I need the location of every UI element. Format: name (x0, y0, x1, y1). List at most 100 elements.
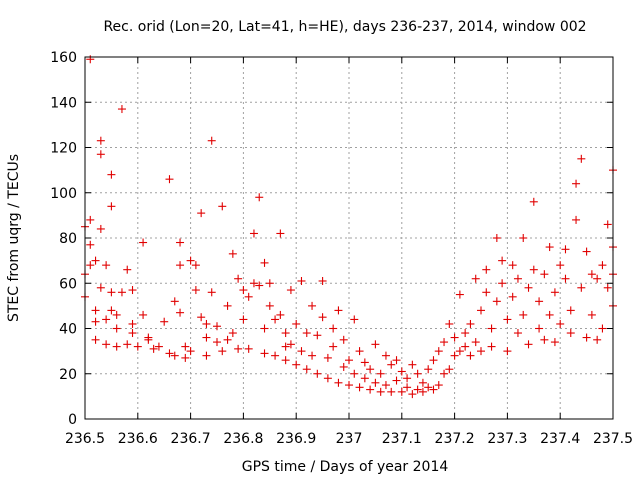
data-point-plus-marker (598, 261, 607, 270)
data-point-plus-marker (345, 356, 353, 365)
data-point-plus-marker (577, 283, 586, 292)
x-tick-label: 237.1 (382, 431, 422, 447)
data-point-plus-marker (387, 387, 396, 396)
data-point-plus-marker (492, 297, 501, 306)
data-point-plus-marker (318, 313, 327, 322)
x-tick-label: 236.6 (118, 431, 158, 447)
data-point-plus-marker (408, 390, 417, 399)
y-tick-label: 140 (50, 95, 77, 111)
data-point-plus-marker (223, 301, 232, 310)
data-point-plus-marker (234, 344, 243, 353)
data-point-plus-marker (186, 256, 195, 265)
data-point-plus-marker (572, 179, 581, 188)
data-point-plus-marker (561, 274, 570, 283)
y-tick-label: 120 (50, 141, 77, 157)
data-point-plus-marker (223, 335, 232, 344)
data-point-plus-marker (239, 315, 248, 324)
data-point-plus-marker (281, 329, 290, 338)
data-point-plus-marker (355, 383, 364, 392)
data-point-plus-marker (176, 261, 185, 270)
data-point-plus-marker (334, 378, 343, 387)
data-point-plus-marker (545, 310, 554, 319)
data-point-plus-marker (577, 154, 586, 163)
data-point-plus-marker (123, 265, 132, 274)
x-tick-label: 237.3 (487, 431, 527, 447)
data-point-plus-marker (297, 276, 306, 285)
data-point-plus-marker (255, 193, 264, 202)
data-point-plus-marker (102, 340, 111, 349)
data-point-plus-marker (582, 247, 591, 256)
data-point-plus-marker (450, 351, 459, 360)
data-point-plus-marker (519, 310, 528, 319)
data-point-plus-marker (234, 274, 243, 283)
data-point-plus-marker (466, 319, 475, 328)
data-point-plus-marker (598, 324, 607, 333)
data-point-plus-marker (487, 324, 496, 333)
data-point-plus-marker (112, 324, 121, 333)
data-point-plus-marker (366, 385, 375, 394)
data-point-plus-marker (228, 249, 237, 258)
data-point-plus-marker (566, 306, 575, 315)
data-point-plus-marker (381, 351, 390, 360)
data-point-plus-marker (513, 274, 522, 283)
data-point-plus-marker (165, 349, 174, 358)
y-tick-label: 80 (59, 231, 77, 247)
data-point-plus-marker (260, 349, 269, 358)
data-point-plus-marker (550, 338, 559, 347)
data-point-plus-marker (466, 351, 475, 360)
data-point-plus-marker (117, 105, 126, 114)
data-point-plus-marker (392, 356, 401, 365)
data-point-plus-marker (228, 329, 237, 338)
data-point-plus-marker (112, 342, 121, 351)
data-point-plus-marker (91, 335, 100, 344)
data-point-plus-marker (128, 319, 137, 328)
data-point-plus-marker (91, 256, 100, 265)
data-point-plus-marker (524, 283, 533, 292)
data-point-plus-marker (170, 351, 179, 360)
data-point-plus-marker (482, 288, 491, 297)
y-tick-label: 0 (68, 412, 77, 428)
data-point-plus-marker (603, 220, 612, 229)
data-point-plus-marker (191, 261, 200, 270)
x-axis-title: GPS time / Days of year 2014 (242, 459, 449, 475)
data-point-plus-marker (397, 367, 406, 376)
y-tick-label: 100 (50, 186, 77, 202)
data-point-plus-marker (154, 342, 163, 351)
data-point-plus-marker (139, 238, 148, 247)
data-point-plus-marker (582, 333, 591, 342)
data-point-plus-marker (265, 301, 274, 310)
data-point-plus-marker (91, 306, 100, 315)
data-point-plus-marker (545, 243, 554, 252)
data-point-plus-marker (561, 245, 570, 254)
data-point-plus-marker (408, 360, 417, 369)
data-point-plus-marker (450, 333, 459, 342)
data-point-plus-marker (202, 319, 211, 328)
data-point-plus-marker (440, 338, 449, 347)
data-point-plus-marker (91, 317, 100, 326)
data-point-plus-marker (218, 202, 227, 211)
data-point-plus-marker (318, 276, 327, 285)
data-point-plus-marker (413, 385, 422, 394)
data-point-plus-marker (413, 369, 422, 378)
data-point-plus-marker (86, 261, 95, 270)
data-point-plus-marker (191, 286, 200, 295)
data-point-plus-marker (128, 286, 137, 295)
data-point-plus-marker (286, 340, 295, 349)
tick-labels: 236.5 236.6 236.7 236.8 236.9 237 237.1 237.2 23… (50, 50, 633, 447)
data-point-plus-marker (271, 351, 280, 360)
data-point-plus-marker (218, 347, 227, 356)
data-point-plus-marker (308, 351, 317, 360)
data-point-plus-marker (355, 347, 364, 356)
data-point-plus-marker (487, 342, 496, 351)
data-point-plus-marker (529, 197, 538, 206)
data-point-plus-marker (334, 306, 343, 315)
data-point-plus-marker (244, 344, 253, 353)
data-point-plus-marker (376, 369, 385, 378)
data-point-plus-marker (202, 351, 211, 360)
data-point-plus-marker (418, 378, 427, 387)
data-point-plus-marker (477, 347, 485, 356)
data-point-plus-marker (255, 281, 264, 290)
data-point-plus-marker (556, 319, 565, 328)
data-point-plus-marker (107, 202, 116, 211)
